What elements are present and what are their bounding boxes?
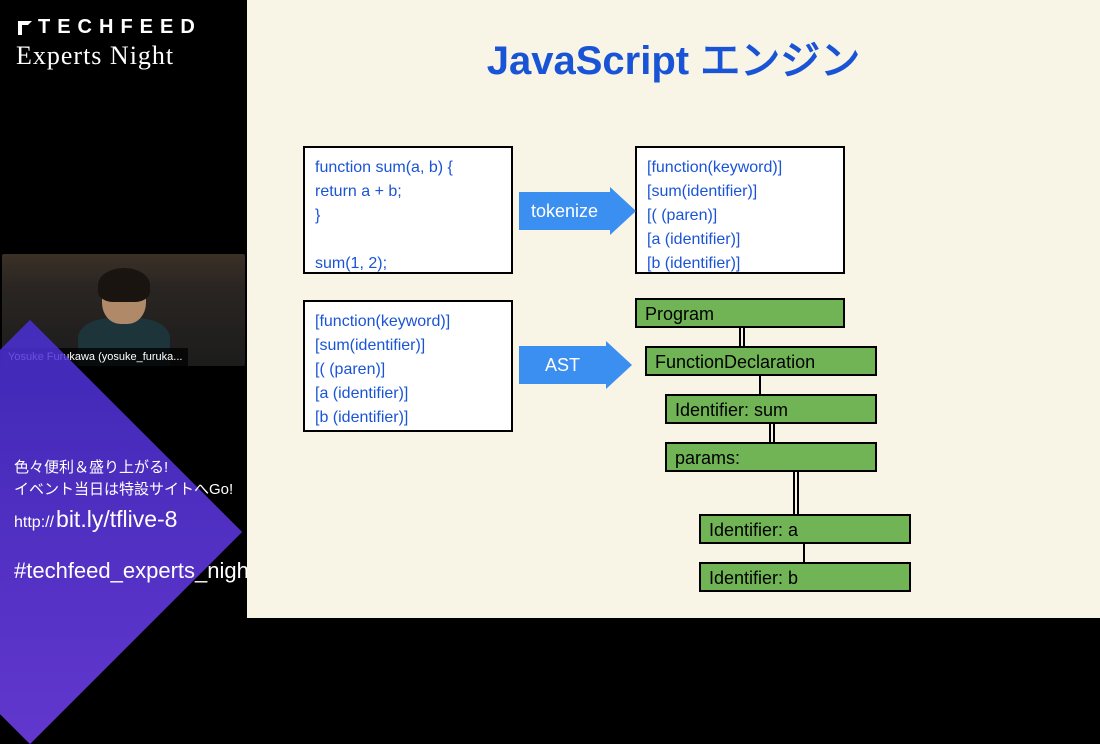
code-line: [b (identifier)] xyxy=(315,406,501,430)
arrow-ast-label: AST xyxy=(519,346,606,384)
ast-node: Program xyxy=(635,298,845,328)
code-box-source: function sum(a, b) { return a + b;} sum(… xyxy=(303,146,513,274)
promo-hashtag: #techfeed_experts_nigh xyxy=(14,558,249,584)
brand-logo-subtitle: Experts Night xyxy=(16,41,202,71)
code-line: [sum(identifier)] xyxy=(647,180,833,204)
ast-connector xyxy=(803,544,805,562)
ast-connector xyxy=(739,328,741,346)
code-line: sum(1, 2); xyxy=(315,252,501,276)
ast-node: FunctionDeclaration xyxy=(645,346,877,376)
brand-logo: TECHFEED Experts Night xyxy=(16,16,202,71)
code-box-tokens: [function(keyword)][sum(identifier)][( (… xyxy=(635,146,845,274)
code-box-tokens-2: [function(keyword)][sum(identifier)][( (… xyxy=(303,300,513,432)
slide: JavaScript エンジン function sum(a, b) { ret… xyxy=(247,0,1100,618)
code-line: [function(keyword)] xyxy=(647,156,833,180)
promo-text-2: イベント当日は特設サイトへGo! xyxy=(14,478,233,499)
ast-node: Identifier: a xyxy=(699,514,911,544)
arrow-head-icon xyxy=(606,341,632,389)
arrow-ast: AST xyxy=(519,346,632,384)
promo-url-prefix: http:// xyxy=(14,514,54,531)
promo-text-1: 色々便利＆盛り上がる! xyxy=(14,456,168,477)
code-line: [sum(identifier)] xyxy=(315,334,501,358)
code-line: function sum(a, b) { xyxy=(315,156,501,180)
ast-connector xyxy=(759,376,761,394)
code-line: [( (paren)] xyxy=(315,358,501,382)
ast-node: Identifier: b xyxy=(699,562,911,592)
sidebar: TECHFEED Experts Night Yosuke Furukawa (… xyxy=(0,0,247,618)
code-line xyxy=(315,228,501,252)
code-line: return a + b; xyxy=(315,180,501,204)
code-line: [b (identifier)] xyxy=(647,252,833,276)
brand-logo-text: TECHFEED xyxy=(38,16,202,39)
code-line: [a (identifier)] xyxy=(647,228,833,252)
brand-logo-main: TECHFEED xyxy=(16,16,202,39)
code-line: [( (paren)] xyxy=(647,204,833,228)
ast-connector xyxy=(793,472,795,514)
promo-url[interactable]: http://bit.ly/tflive-8 xyxy=(14,506,177,533)
arrow-tokenize: tokenize xyxy=(519,192,636,230)
slide-title: JavaScript エンジン xyxy=(487,28,860,86)
ast-node: params: xyxy=(665,442,877,472)
ast-connector xyxy=(769,424,771,442)
arrow-head-icon xyxy=(610,187,636,235)
arrow-tokenize-label: tokenize xyxy=(519,192,610,230)
code-line: } xyxy=(315,204,501,228)
promo-url-path: bit.ly/tflive-8 xyxy=(56,506,177,532)
code-line: [a (identifier)] xyxy=(315,382,501,406)
ast-node: Identifier: sum xyxy=(665,394,877,424)
code-line: [function(keyword)] xyxy=(315,310,501,334)
techfeed-icon xyxy=(16,19,34,37)
